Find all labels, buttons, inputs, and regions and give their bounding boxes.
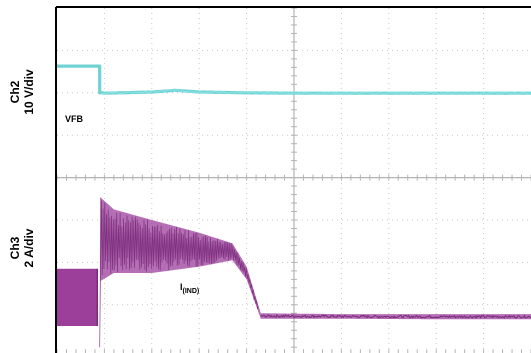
ch3-settled-current-trace — [260, 314, 531, 319]
iind-annotation: I(IND) — [180, 282, 199, 295]
ch3-scale-label: 2 A/div — [22, 228, 36, 267]
ch2-scale-label: 10 V/div — [22, 69, 36, 115]
iind-subscript-text: (IND) — [183, 288, 200, 295]
iind-main-text: I — [180, 282, 183, 292]
ch3-channel-label: Ch3 — [8, 236, 22, 259]
ch2-channel-label: Ch2 — [8, 80, 22, 103]
waveforms — [57, 64, 531, 348]
vfb-annotation: VFB — [65, 114, 84, 124]
ch3-precharge-block — [57, 268, 98, 326]
ch2-vfb-noise — [101, 88, 531, 95]
ch3-inductor-current-ripple — [99, 200, 259, 348]
